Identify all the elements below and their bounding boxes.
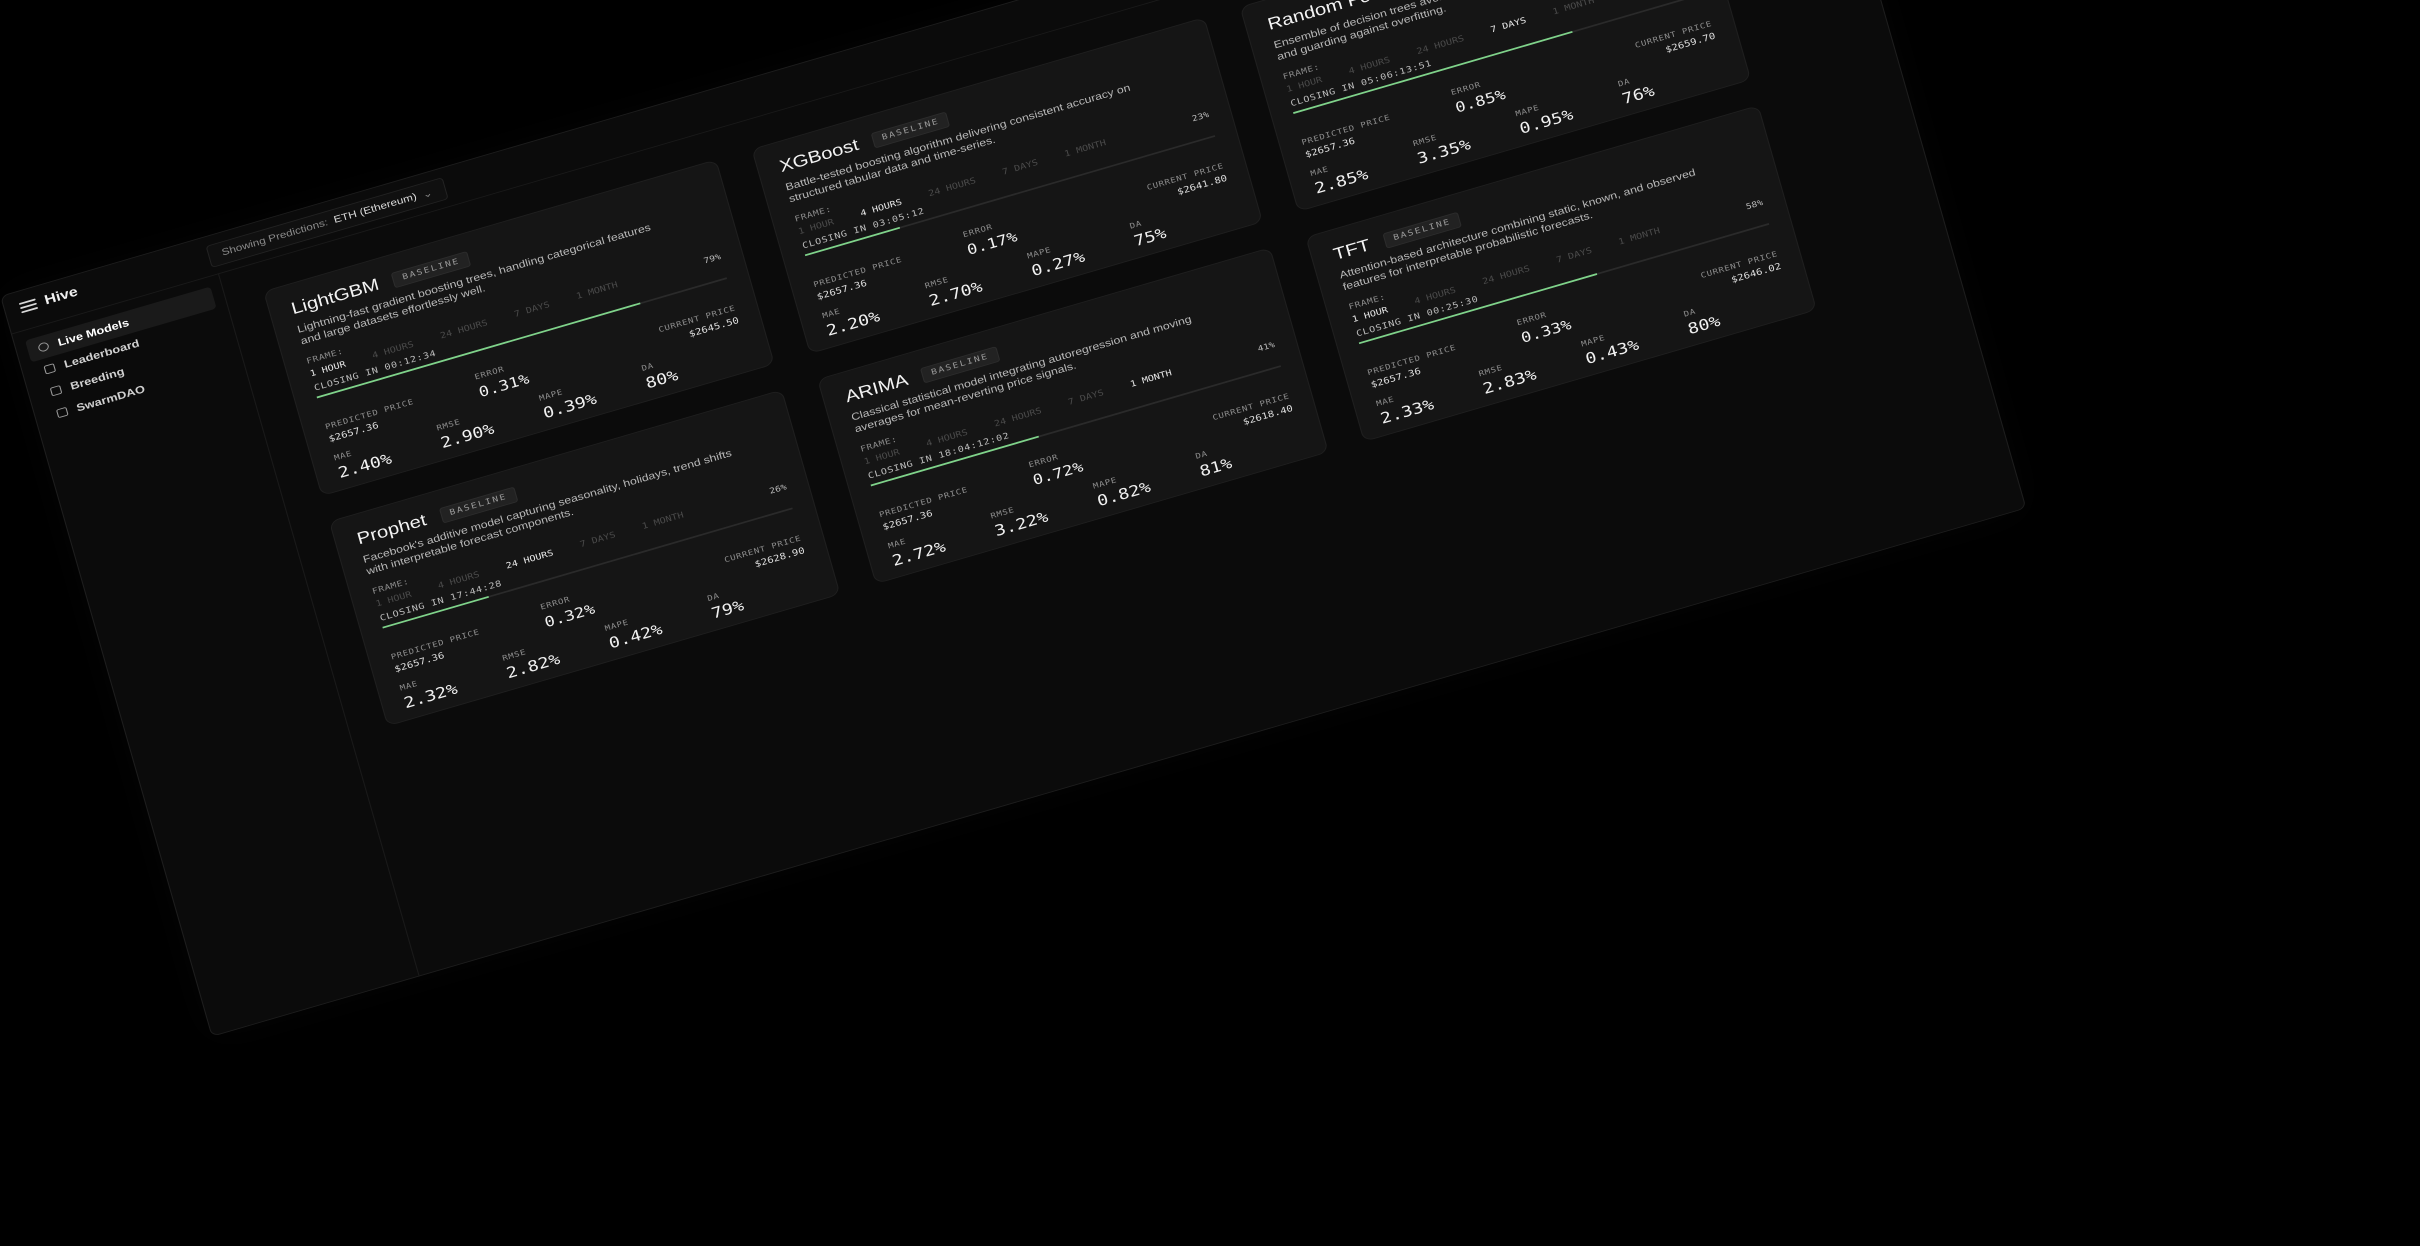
showing-label: Showing Predictions: [220, 217, 330, 259]
breeding-icon [49, 384, 63, 397]
model-grid: LightGBM BASELINE Lightning-fast gradient… [263, 0, 1818, 727]
showing-value: ETH (Ethereum) [332, 191, 418, 226]
chevron-down-icon: ⌄ [421, 187, 434, 201]
live-models-icon [37, 341, 50, 353]
app-window: Showing Predictions: ETH (Ethereum) ⌄ ❚❚… [0, 0, 2027, 1037]
menu-icon[interactable] [18, 298, 39, 313]
swarmdao-icon [55, 406, 69, 419]
leaderboard-icon [43, 363, 57, 375]
